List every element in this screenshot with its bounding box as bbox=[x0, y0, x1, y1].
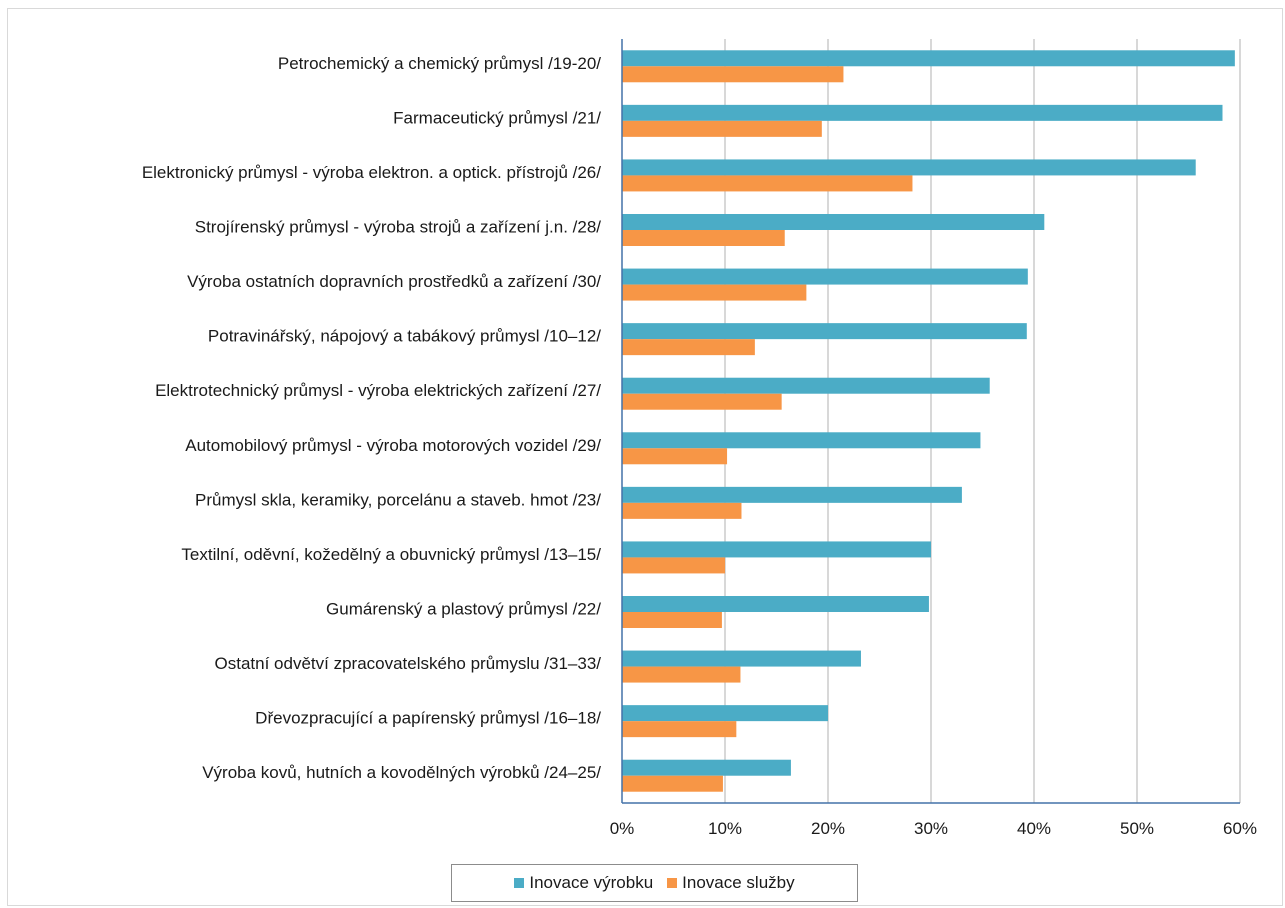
bar-inovace-vyrobku bbox=[622, 432, 981, 449]
bar-inovace-sluzby bbox=[622, 120, 822, 137]
bar-inovace-vyrobku bbox=[622, 377, 990, 394]
bar-inovace-sluzby bbox=[622, 775, 723, 792]
bar-inovace-sluzby bbox=[622, 175, 913, 192]
category-labels: Petrochemický a chemický průmysl /19-20/… bbox=[142, 54, 601, 782]
bar-inovace-sluzby bbox=[622, 502, 742, 519]
legend-item-series-1: Inovace výrobku bbox=[514, 873, 653, 893]
x-tick-labels: 0% 10% 20% 30% 40% 50% 60% bbox=[610, 819, 1257, 838]
bar-inovace-vyrobku bbox=[622, 50, 1235, 67]
bar-inovace-vyrobku bbox=[622, 705, 828, 722]
bar-inovace-vyrobku bbox=[622, 268, 1028, 285]
legend-swatch-series-1 bbox=[514, 878, 525, 888]
category-label: Potravinářský, nápojový a tabákový průmy… bbox=[208, 327, 601, 346]
category-label: Ostatní odvětví zpracovatelského průmysl… bbox=[215, 654, 602, 673]
bar-inovace-vyrobku bbox=[622, 541, 931, 558]
legend-item-series-2: Inovace služby bbox=[667, 873, 795, 893]
legend: Inovace výrobku Inovace služby bbox=[451, 864, 858, 902]
bar-inovace-sluzby bbox=[622, 339, 755, 356]
axes bbox=[621, 39, 1240, 804]
bar-inovace-vyrobku bbox=[622, 759, 791, 776]
bar-inovace-sluzby bbox=[622, 612, 722, 628]
category-label: Průmysl skla, keramiky, porcelánu a stav… bbox=[195, 490, 601, 509]
x-tick-label: 50% bbox=[1120, 819, 1154, 838]
bar-inovace-sluzby bbox=[622, 393, 782, 410]
bar-inovace-vyrobku bbox=[622, 214, 1045, 230]
bar-inovace-sluzby bbox=[622, 66, 844, 83]
bar-inovace-vyrobku bbox=[622, 486, 962, 503]
legend-swatch-series-2 bbox=[667, 878, 678, 888]
bar-inovace-vyrobku bbox=[622, 650, 861, 667]
bar-inovace-vyrobku bbox=[622, 159, 1196, 176]
bar-inovace-vyrobku bbox=[622, 596, 929, 612]
bar-inovace-sluzby bbox=[622, 557, 725, 574]
x-tick-label: 40% bbox=[1017, 819, 1051, 838]
category-label: Elektronický průmysl - výroba elektron. … bbox=[142, 163, 601, 182]
bar-inovace-sluzby bbox=[622, 721, 737, 738]
category-label: Elektrotechnický průmysl - výroba elektr… bbox=[155, 381, 601, 400]
bar-inovace-sluzby bbox=[622, 448, 728, 465]
category-label: Textilní, oděvní, kožedělný a obuvnický … bbox=[181, 545, 601, 564]
category-label: Výroba ostatních dopravních prostředků a… bbox=[187, 272, 601, 291]
category-label: Petrochemický a chemický průmysl /19-20/ bbox=[278, 54, 601, 73]
bar-inovace-sluzby bbox=[622, 666, 741, 683]
bar-inovace-sluzby bbox=[622, 284, 807, 301]
legend-label-series-1: Inovace výrobku bbox=[529, 873, 654, 892]
category-label: Dřevozpracující a papírenský průmysl /16… bbox=[255, 709, 601, 728]
legend-label-series-2: Inovace služby bbox=[682, 873, 795, 892]
category-label: Výroba kovů, hutních a kovodělných výrob… bbox=[202, 763, 601, 782]
bar-inovace-sluzby bbox=[622, 230, 785, 246]
category-label: Strojírenský průmysl - výroba strojů a z… bbox=[195, 217, 602, 236]
bar-inovace-vyrobku bbox=[622, 104, 1223, 121]
x-tick-label: 20% bbox=[811, 819, 845, 838]
x-tick-label: 30% bbox=[914, 819, 948, 838]
x-tick-label: 10% bbox=[708, 819, 742, 838]
bars bbox=[622, 50, 1235, 792]
x-tick-label: 0% bbox=[610, 819, 635, 838]
x-tick-label: 60% bbox=[1223, 819, 1257, 838]
category-label: Automobilový průmysl - výroba motorových… bbox=[185, 436, 601, 455]
category-label: Gumárenský a plastový průmysl /22/ bbox=[326, 599, 601, 618]
bar-inovace-vyrobku bbox=[622, 323, 1027, 340]
category-label: Farmaceutický průmysl /21/ bbox=[393, 108, 601, 127]
gridlines bbox=[724, 39, 1241, 803]
